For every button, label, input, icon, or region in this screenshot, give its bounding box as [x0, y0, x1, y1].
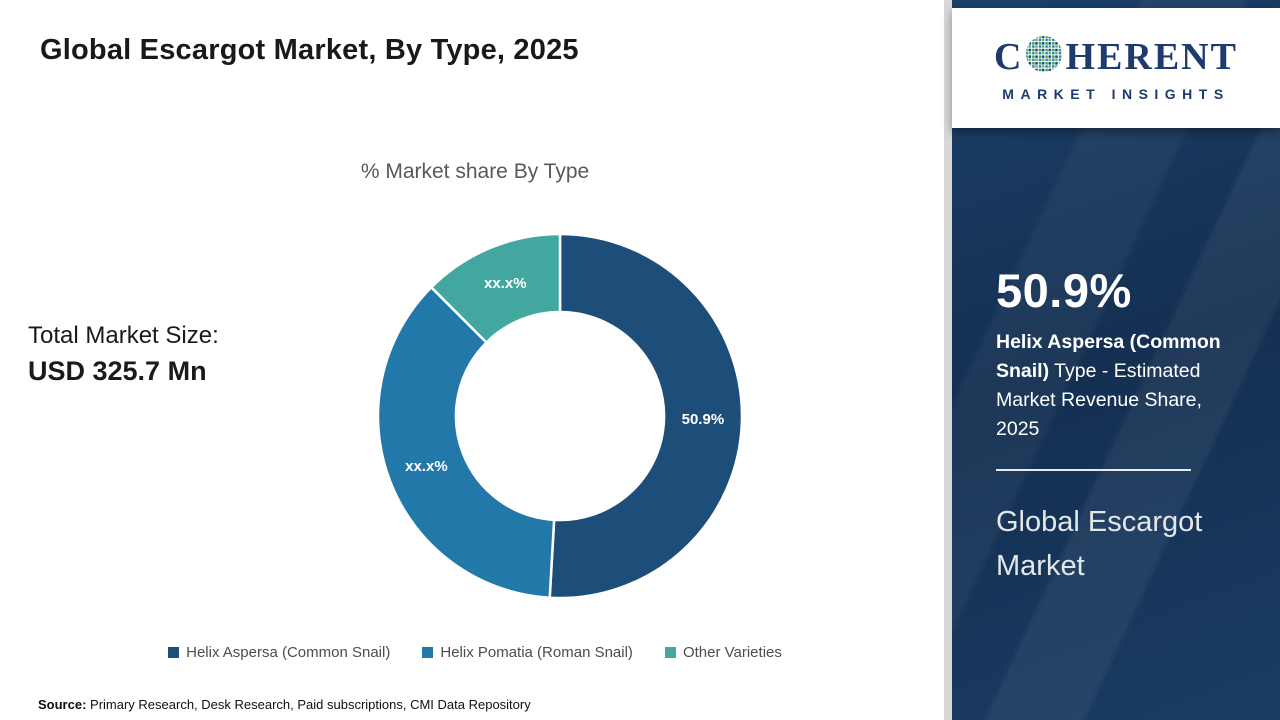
donut-slice-label-2: xx.x% — [484, 275, 527, 292]
donut-chart: 50.9% xx.x% xx.x% — [370, 226, 750, 606]
coherent-globe-icon — [1025, 35, 1063, 80]
legend-label: Helix Pomatia (Roman Snail) — [440, 644, 633, 661]
donut-slice-2 — [430, 232, 562, 344]
donut-slice-1 — [376, 286, 556, 599]
panel-divider-line — [996, 469, 1191, 472]
page-title: Global Escargot Market, By Type, 2025 — [40, 34, 579, 66]
donut-slice-0 — [548, 232, 744, 600]
highlight-share-rest: Type - Estimated Market Revenue Share, 2… — [996, 359, 1202, 440]
logo-tagline: MARKET INSIGHTS — [1002, 85, 1230, 102]
legend-label: Helix Aspersa (Common Snail) — [186, 644, 391, 661]
legend-item-1: Helix Pomatia (Roman Snail) — [422, 644, 633, 661]
side-panel: C — [952, 0, 1280, 720]
total-market-size-label: Total Market Size: — [28, 322, 219, 349]
donut-slice-label-0: 50.9% — [682, 411, 725, 428]
coherent-logo-card: C — [952, 8, 1280, 128]
highlight-share-value: 50.9% — [996, 264, 1132, 317]
total-market-size-block: Total Market Size: USD 325.7 Mn — [28, 322, 219, 387]
chart-legend: Helix Aspersa (Common Snail) Helix Pomati… — [0, 644, 950, 661]
logo-letter-c: C — [994, 36, 1024, 78]
legend-label: Other Varieties — [682, 644, 782, 661]
coherent-logo: C — [994, 35, 1238, 80]
legend-swatch — [422, 647, 434, 658]
highlight-share-bold: Helix Aspersa (Common Snail) — [996, 331, 1221, 382]
market-name: Global Escargot Market — [996, 506, 1203, 582]
legend-swatch — [168, 647, 180, 658]
source-note: Source: Primary Research, Desk Research,… — [38, 697, 531, 712]
legend-item-0: Helix Aspersa (Common Snail) — [168, 644, 390, 661]
total-market-size-value: USD 325.7 Mn — [28, 356, 207, 386]
highlight-share-description: Helix Aspersa (Common Snail) Type - Esti… — [996, 328, 1246, 443]
side-panel-body: 50.9% Helix Aspersa (Common Snail) Type … — [996, 263, 1250, 588]
vertical-divider — [944, 0, 952, 720]
chart-title: % Market share By Type — [360, 160, 590, 183]
legend-item-2: Other Varieties — [664, 644, 782, 661]
source-text: Primary Research, Desk Research, Paid su… — [86, 697, 531, 712]
donut-slice-label-1: xx.x% — [405, 458, 448, 475]
logo-letters-rest: HERENT — [1065, 36, 1238, 78]
legend-swatch — [664, 647, 676, 658]
source-label: Source: — [38, 697, 87, 712]
donut-chart-svg: 50.9% xx.x% xx.x% — [376, 232, 744, 600]
